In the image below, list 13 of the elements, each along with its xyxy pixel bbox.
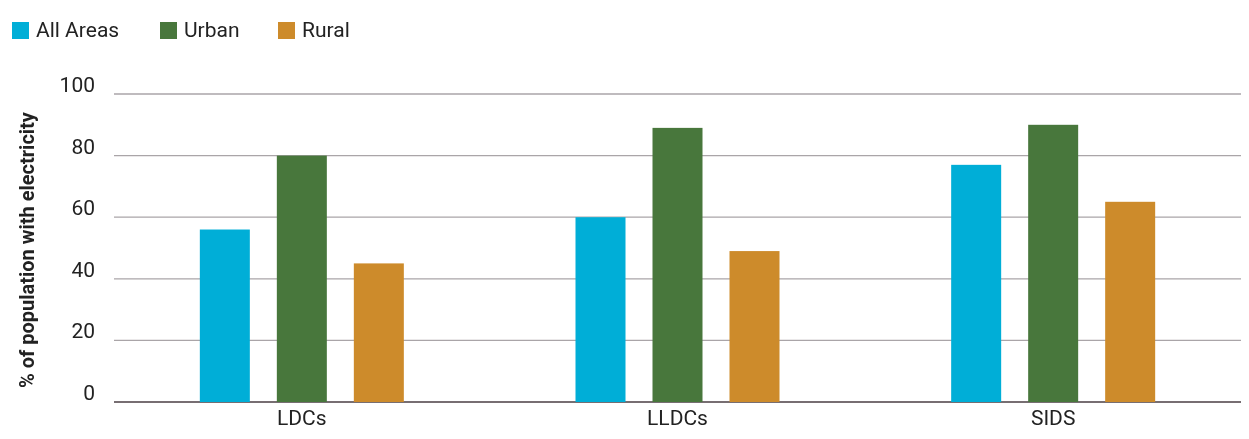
legend-label: Urban xyxy=(184,17,240,42)
y-tick-label: 0 xyxy=(83,380,95,405)
y-tick-label: 80 xyxy=(71,134,95,159)
legend-label: All Areas xyxy=(36,17,120,42)
y-tick-label: 20 xyxy=(71,319,95,344)
y-tick-label: 100 xyxy=(59,72,95,97)
x-tick-label: SIDS xyxy=(1030,406,1076,430)
y-tick-label: 60 xyxy=(71,196,95,221)
y-tick-label: 40 xyxy=(71,257,95,282)
x-tick-label: LDCs xyxy=(277,406,327,430)
legend-label: Rural xyxy=(302,17,350,42)
y-axis-title: % of population with electricity xyxy=(15,111,39,388)
x-tick-label: LLDCs xyxy=(647,406,708,430)
